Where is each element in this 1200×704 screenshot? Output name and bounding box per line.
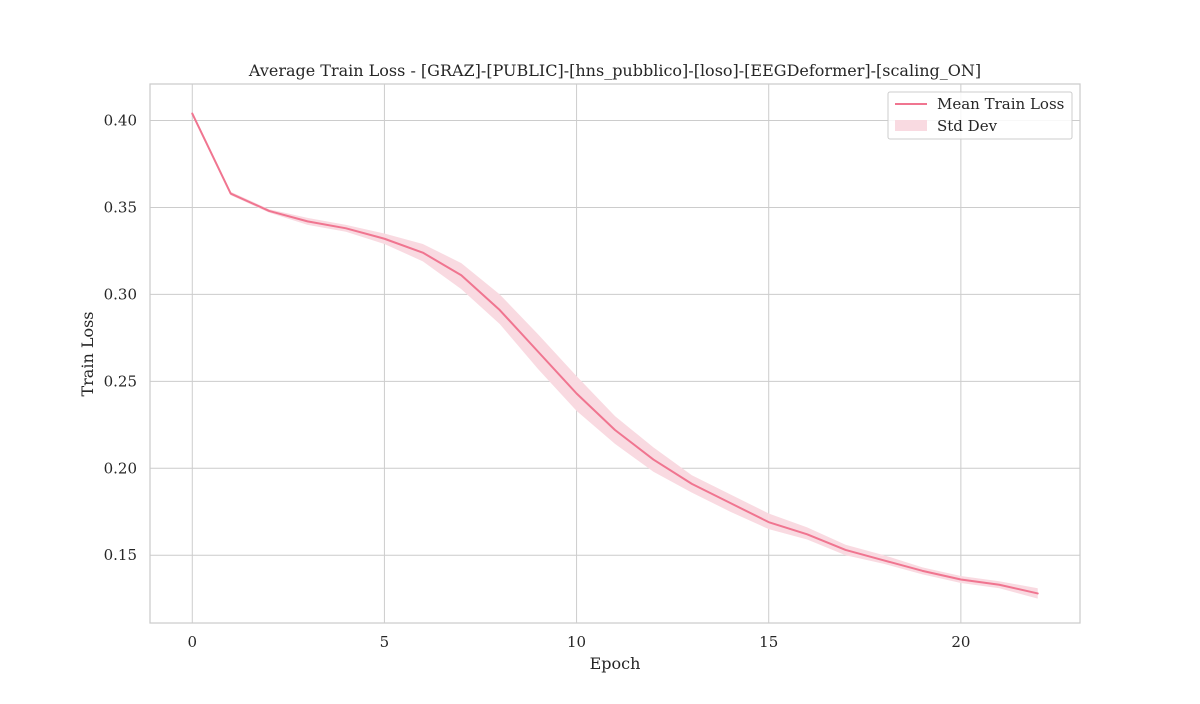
y-tick-label: 0.40 — [104, 112, 137, 130]
legend-label-mean: Mean Train Loss — [937, 95, 1064, 113]
y-tick-label: 0.35 — [104, 198, 137, 216]
legend-label-std: Std Dev — [937, 117, 998, 135]
band-layer — [192, 113, 1038, 599]
x-tick-label: 5 — [380, 633, 390, 651]
line-layer — [191, 112, 1039, 595]
y-tick-label: 0.30 — [104, 285, 137, 303]
chart-title: Average Train Loss - [GRAZ]-[PUBLIC]-[hn… — [248, 61, 981, 80]
grid-layer — [150, 84, 1080, 623]
x-tick-label: 20 — [951, 633, 970, 651]
x-tick-label: 0 — [187, 633, 197, 651]
plot-frame — [149, 83, 1081, 624]
legend-box — [887, 91, 1073, 140]
legend-band-swatch — [895, 120, 927, 131]
y-tick-label: 0.15 — [104, 546, 137, 564]
y-tick-label: 0.20 — [104, 459, 137, 477]
y-axis-label: Train Loss — [78, 311, 97, 396]
std-dev-band — [192, 113, 1038, 599]
x-tick-label: 15 — [759, 633, 778, 651]
y-tick-label: 0.25 — [104, 372, 137, 390]
legend: Mean Train Loss Std Dev — [887, 91, 1073, 140]
x-axis-label: Epoch — [590, 654, 641, 673]
x-tick-label: 10 — [567, 633, 586, 651]
tick-labels: 0 5 10 15 20 0.15 0.20 0.25 0.30 0.35 0.40 — [104, 112, 971, 651]
mean-train-loss-line — [191, 112, 1039, 595]
